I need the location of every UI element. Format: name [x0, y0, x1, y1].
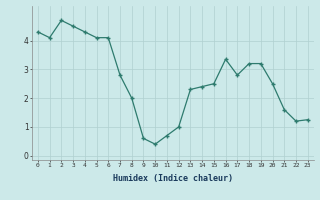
X-axis label: Humidex (Indice chaleur): Humidex (Indice chaleur) [113, 174, 233, 183]
